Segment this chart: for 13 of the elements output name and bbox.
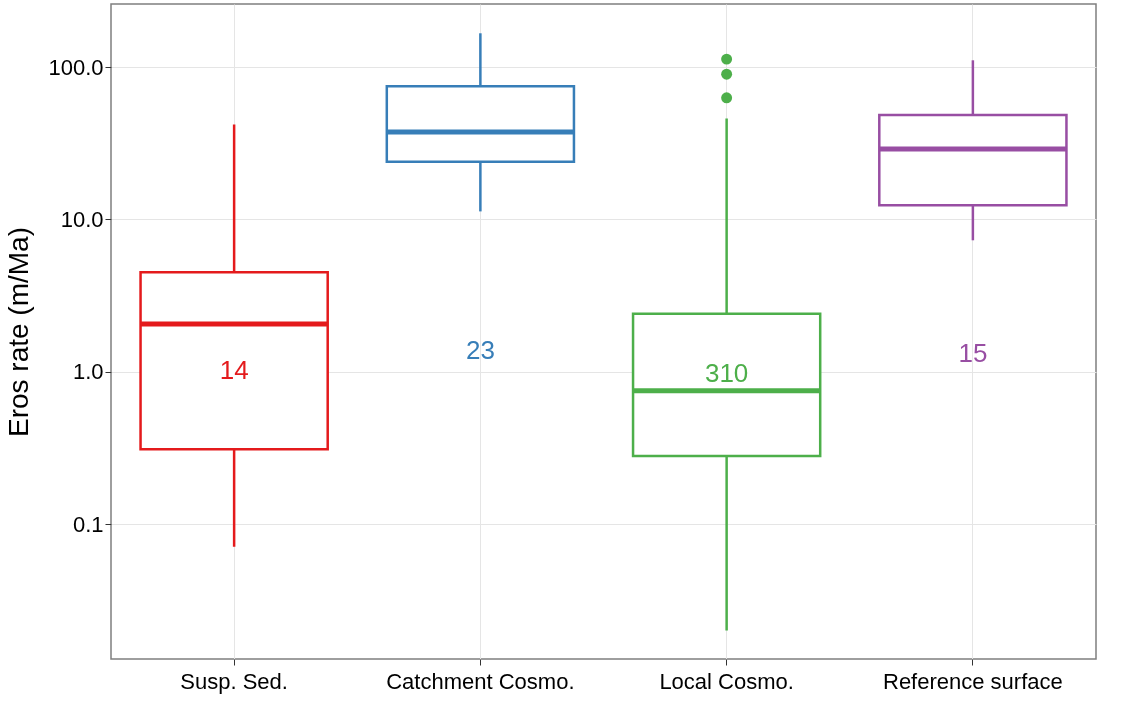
x-tick-label: Susp. Sed. bbox=[180, 668, 288, 694]
annotation: 23 bbox=[465, 335, 495, 366]
y-tick-label: 100.0 bbox=[48, 54, 104, 80]
y-tick-label: 0.1 bbox=[72, 511, 104, 537]
annotation: 14 bbox=[219, 354, 249, 385]
x-tick-label: Catchment Cosmo. bbox=[386, 668, 575, 694]
y-axis-title: Eros rate (m/Ma) bbox=[3, 226, 35, 438]
annotation: 310 bbox=[704, 358, 749, 389]
y-tick-label: 1.0 bbox=[72, 359, 104, 385]
annotation: 15 bbox=[958, 338, 988, 369]
y-tick-label: 10.0 bbox=[60, 206, 104, 232]
x-tick-label: Reference surface bbox=[882, 668, 1063, 694]
x-tick-label: Local Cosmo. bbox=[659, 668, 794, 694]
